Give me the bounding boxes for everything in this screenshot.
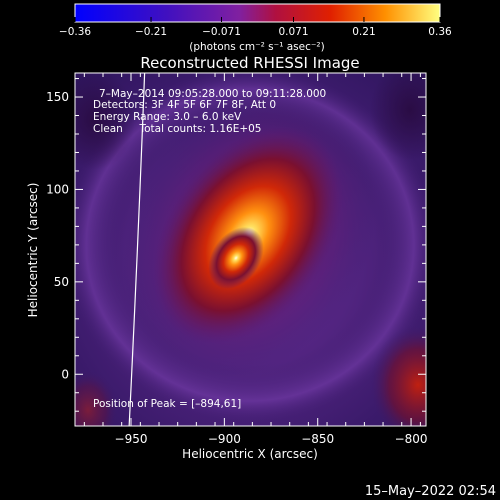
axis-ticks: −950 −900 −850 −800 0 50 100 150 [46,73,428,446]
y-tick-label: 150 [46,90,69,104]
y-axis-label: Heliocentric Y (arcsec) [26,183,40,318]
chart-title: Reconstructed RHESSI Image [140,54,359,72]
corner-emission-left [75,370,118,426]
dark-patch-top-left [75,73,135,170]
colorbar-units: (photons cm⁻² s⁻¹ asec⁻²) [189,41,324,53]
energy-range-text: Energy Range: 3.0 – 6.0 keV [93,111,242,123]
footer-date: 15–May–2022 02:54 [365,484,496,499]
detectors-text: Detectors: 3F 4F 5F 6F 7F 8F, Att 0 [93,99,276,111]
colorbar-tick-label: 0.071 [278,26,308,38]
clean-counts-text: Clean Total counts: 1.16E+05 [93,123,262,135]
time-range-text: 7–May–2014 09:05:28.000 to 09:11:28.000 [99,88,326,100]
solar-limb-line [128,73,146,426]
x-tick-label: −950 [115,432,148,446]
x-axis-label: Heliocentric X (arcsec) [182,447,318,461]
x-tick-label: −800 [395,432,428,446]
colorbar-tick-label: −0.071 [202,26,241,38]
y-tick-label: 50 [54,275,69,289]
annotations: 7–May–2014 09:05:28.000 to 09:11:28.000 … [93,88,326,410]
colorbar-tick-label: −0.21 [135,26,167,38]
x-tick-label: −850 [301,432,334,446]
dark-patch-top-right [370,73,426,160]
colorbar-tick-label: −0.36 [59,26,91,38]
image-area [75,73,426,426]
colorbar-tick-label: 0.21 [352,26,375,38]
flare-core [208,226,264,290]
peak-position-text: Position of Peak = [–894,61] [93,398,241,410]
y-tick-label: 0 [61,367,69,381]
x-tick-label: −900 [208,432,241,446]
y-tick-label: 100 [46,182,69,196]
colorbar: −0.36 −0.21 −0.071 0.071 0.21 0.36 (photons c… [59,3,452,53]
corner-emission-right [370,325,426,426]
colorbar-gradient [75,4,440,22]
colorbar-tick-label: 0.36 [428,26,452,38]
plot-frame [74,72,427,427]
